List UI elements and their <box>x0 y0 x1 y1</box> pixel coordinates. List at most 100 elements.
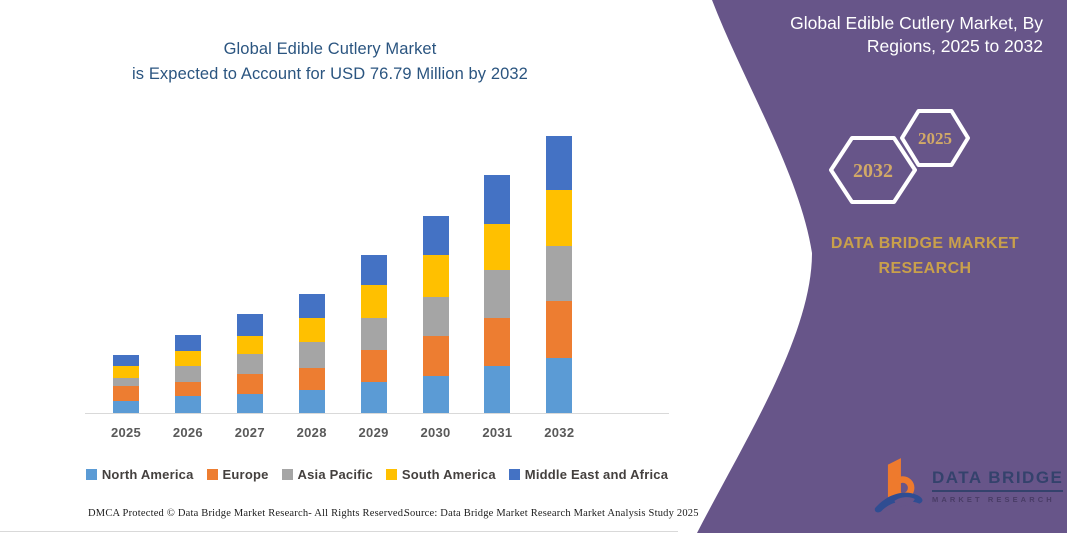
bar-segment-2026-asia-pacific <box>174 365 201 382</box>
x-tick-2028: 2028 <box>296 425 327 440</box>
bar-segment-2028-middle-east-and-africa <box>298 293 325 318</box>
stacked-bar-2030 <box>422 215 449 414</box>
hexagon-2025-label: 2025 <box>918 129 952 148</box>
bar-segment-2029-europe <box>360 349 387 383</box>
chart-legend: North America Europe Asia Pacific South Ame… <box>85 467 669 482</box>
bar-segment-2029-south-america <box>360 285 387 319</box>
year-hexagons: 2032 2025 <box>829 109 970 204</box>
legend-label: South America <box>401 467 496 482</box>
legend-item-south-america: South America <box>385 467 496 482</box>
bar-segment-2032-europe <box>546 301 573 358</box>
x-tick-2032: 2032 <box>544 425 575 440</box>
dbmr-logo: DATA BRIDGE MARKET RESEARCH <box>874 456 1064 516</box>
legend-label: Europe <box>222 467 269 482</box>
bar-segment-2026-europe <box>174 381 201 397</box>
bar-segment-2032-north-america <box>546 358 573 414</box>
side-panel-shape <box>697 0 1067 533</box>
chart-title-line2: is Expected to Account for USD 76.79 Mil… <box>132 64 528 83</box>
bar-segment-2030-south-america <box>422 254 449 298</box>
bar-segment-2030-asia-pacific <box>422 297 449 336</box>
bar-segment-2027-europe <box>236 373 263 395</box>
x-tick-2025: 2025 <box>110 425 142 440</box>
bar-segment-2026-north-america <box>174 396 201 414</box>
legend-swatch-icon <box>508 469 520 480</box>
legend-label: Asia Pacific <box>297 467 373 482</box>
legend-item-asia-pacific: Asia Pacific <box>281 467 373 482</box>
panel-heading: Global Edible Cutlery Market, By Regions… <box>713 12 1067 58</box>
legend-swatch-icon <box>385 469 397 480</box>
x-tick-2026: 2026 <box>172 425 203 440</box>
brand-wordmark-line1: DATA BRIDGE MARKET <box>830 235 1020 252</box>
bar-segment-2031-south-america <box>484 223 511 271</box>
bar-segment-2025-asia-pacific <box>113 377 139 387</box>
bar-segment-2027-middle-east-and-africa <box>236 314 263 337</box>
x-tick-2030: 2030 <box>420 425 451 440</box>
x-tick-2027: 2027 <box>234 425 265 440</box>
bar-segment-2030-europe <box>422 335 449 377</box>
stacked-bar-2032 <box>546 136 573 414</box>
stacked-bar-2025 <box>113 354 139 414</box>
bar-segment-2030-middle-east-and-africa <box>422 215 449 255</box>
x-axis-line <box>85 413 669 414</box>
stacked-bar-2027 <box>236 314 263 414</box>
bar-segment-2031-europe <box>484 317 511 367</box>
bar-segment-2025-north-america <box>113 401 139 414</box>
bar-segment-2027-south-america <box>236 336 263 355</box>
bar-segment-2025-south-america <box>113 366 139 378</box>
bar-segment-2032-middle-east-and-africa <box>546 136 573 191</box>
stacked-bar-2028 <box>298 293 325 414</box>
bar-segment-2029-middle-east-and-africa <box>360 255 387 286</box>
bar-segment-2028-europe <box>298 368 325 390</box>
hexagon-2032-label: 2032 <box>853 160 893 182</box>
bar-segment-2029-north-america <box>360 382 387 414</box>
bar-segment-2026-middle-east-and-africa <box>174 335 201 351</box>
footer-source: Source: Data Bridge Market Research Mark… <box>404 508 699 519</box>
footer-divider-line <box>0 531 678 532</box>
legend-item-europe: Europe <box>206 467 269 482</box>
brand-wordmark-line2: RESEARCH <box>878 259 972 277</box>
stacked-bar-2029 <box>360 255 387 414</box>
bar-segment-2032-asia-pacific <box>546 246 573 302</box>
bar-segment-2031-north-america <box>484 366 511 414</box>
hexagon-2032-outline <box>829 136 917 204</box>
bar-segment-2026-south-america <box>174 350 201 366</box>
legend-item-north-america: North America <box>85 467 194 482</box>
stacked-bar-2031 <box>484 175 511 414</box>
bar-segment-2025-europe <box>113 386 139 402</box>
bar-segment-2027-asia-pacific <box>236 354 263 374</box>
legend-label: Middle East and Africa <box>524 467 669 482</box>
legend-swatch-icon <box>206 469 218 480</box>
chart-title: Global Edible Cutlery Market is Expected… <box>55 37 605 87</box>
bar-segment-2029-asia-pacific <box>360 318 387 350</box>
bar-segment-2028-north-america <box>298 389 325 414</box>
panel-heading-line2: Regions, 2025 to 2032 <box>866 36 1043 57</box>
dbmr-logo-mark <box>874 458 923 513</box>
legend-item-middle-east-and-africa: Middle East and Africa <box>508 467 669 482</box>
bar-segment-2027-north-america <box>236 394 263 414</box>
bar-segment-2028-asia-pacific <box>298 342 325 369</box>
footer-dmca: DMCA Protected © Data Bridge Market Rese… <box>88 508 407 519</box>
x-tick-2029: 2029 <box>358 425 389 440</box>
x-tick-2031: 2031 <box>482 425 513 440</box>
bar-segment-2025-middle-east-and-africa <box>113 354 139 367</box>
hexagon-2025-outline <box>900 109 970 167</box>
stacked-bar-2026 <box>174 335 201 414</box>
bar-segment-2030-north-america <box>422 376 449 414</box>
bar-segment-2032-south-america <box>546 190 573 247</box>
dbmr-logo-sub: MARKET RESEARCH <box>932 495 1055 504</box>
legend-label: North America <box>101 467 194 482</box>
legend-swatch-icon <box>85 469 97 480</box>
panel-heading-line1: Global Edible Cutlery Market, By <box>790 13 1043 33</box>
dbmr-logo-name: DATA BRIDGE <box>932 468 1064 492</box>
chart-title-line1: Global Edible Cutlery Market <box>223 40 437 58</box>
bar-segment-2031-asia-pacific <box>484 270 511 318</box>
logo-swoosh-cutout <box>894 497 915 507</box>
legend-swatch-icon <box>281 469 293 480</box>
dbmr-logo-text: DATA BRIDGE MARKET RESEARCH <box>932 468 1064 504</box>
bar-segment-2028-south-america <box>298 317 325 343</box>
bar-segment-2031-middle-east-and-africa <box>484 175 511 224</box>
brand-wordmark: DATA BRIDGE MARKET RESEARCH <box>800 232 1050 282</box>
